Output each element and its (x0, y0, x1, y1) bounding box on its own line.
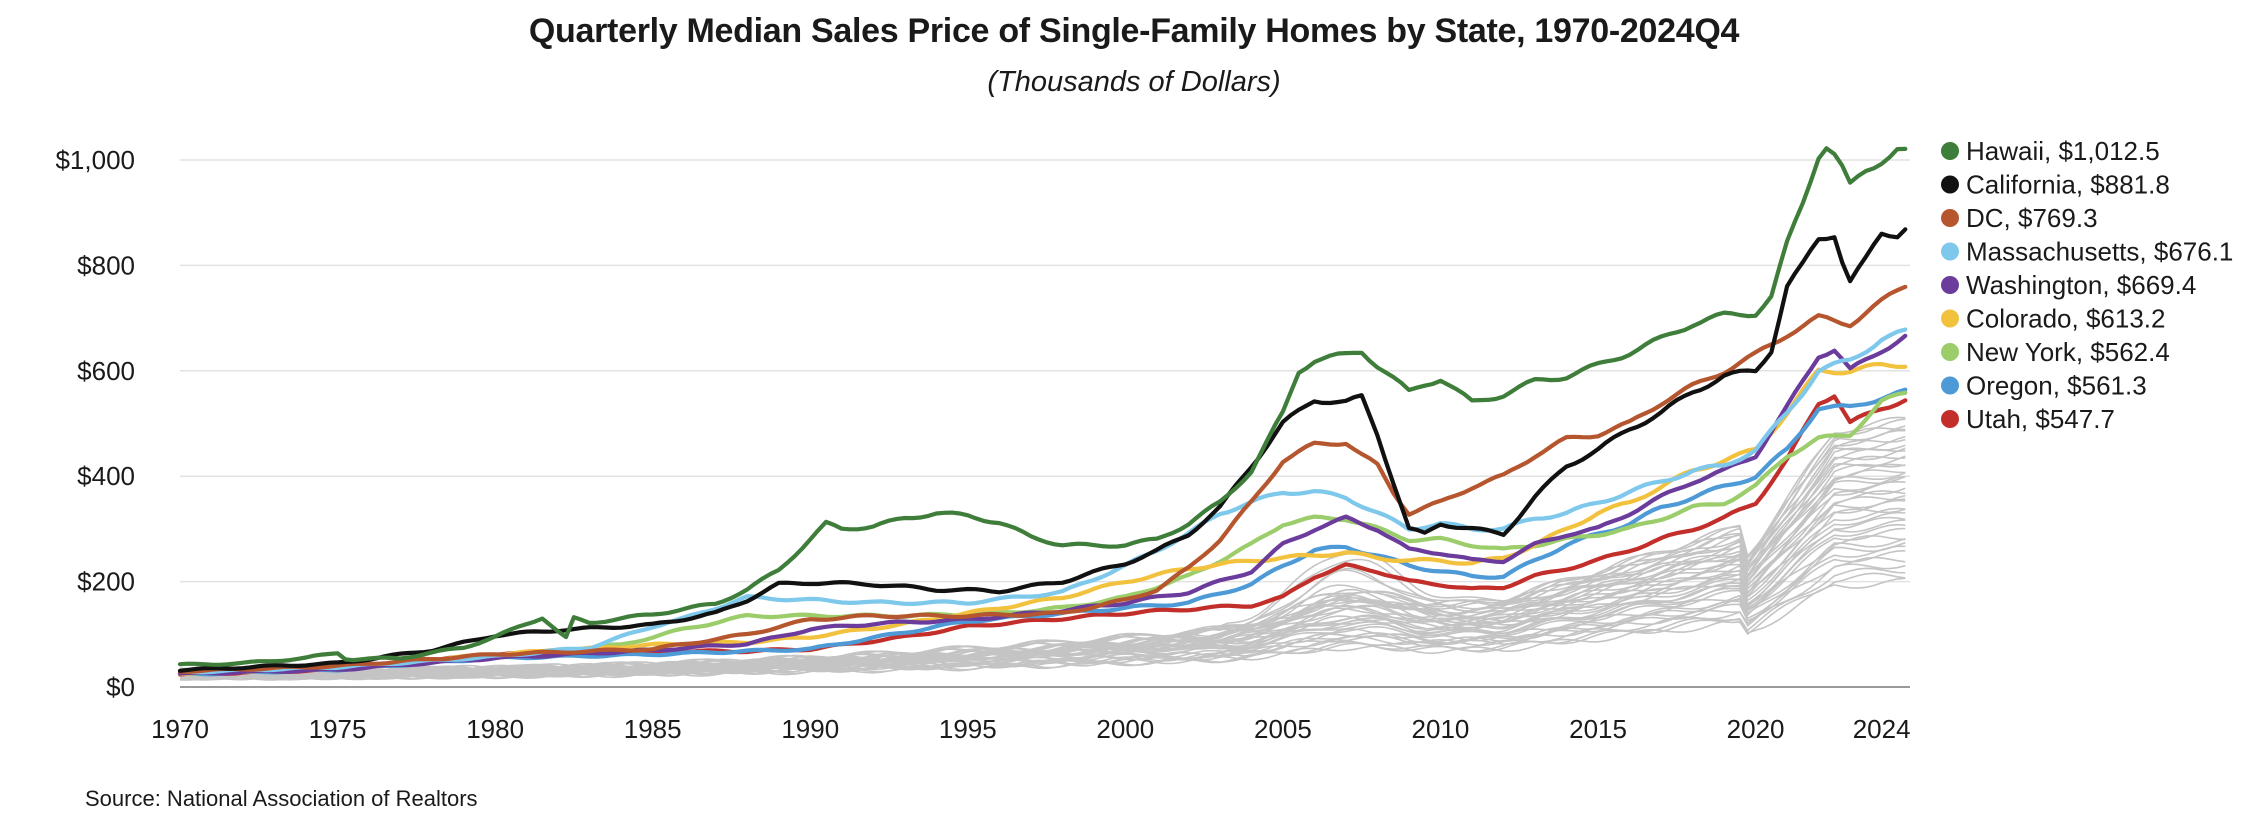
legend-item-oregon: Oregon, $561.3 (1941, 371, 2147, 401)
other-state-line (179, 429, 1906, 675)
legend-label: Oregon, $561.3 (1966, 371, 2147, 401)
axes: $0 $200 $400 $600 $800 $1,000 1970 1975 1980 1985… (55, 145, 1910, 744)
legend-label: Hawaii, $1,012.5 (1966, 136, 2160, 166)
legend: Hawaii, $1,012.5 California, $881.8DC, $7… (1941, 136, 2233, 434)
legend-label: New York, $562.4 (1966, 337, 2170, 367)
x-tick-label: 2015 (1569, 714, 1627, 744)
other-state-line (179, 425, 1906, 673)
legend-item-dc: DC, $769.3 (1941, 203, 2098, 233)
x-tick-label: 1975 (309, 714, 367, 744)
legend-label: DC, $769.3 (1966, 203, 2098, 233)
legend-label: Massachusetts, $676.1 (1966, 237, 2233, 267)
series-line-massachusetts (177, 327, 1908, 675)
series-line-washington (177, 333, 1908, 676)
legend-marker (1941, 209, 1959, 227)
y-tick-label: $0 (106, 672, 135, 702)
legend-marker (1941, 242, 1959, 261)
legend-item-utah: Utah, $547.7 (1941, 404, 2115, 434)
legend-marker (1941, 376, 1959, 395)
legend-marker (1941, 343, 1959, 361)
series-line-california (177, 227, 1908, 673)
legend-marker (1941, 276, 1959, 294)
legend-item-california: California, $881.8 (1941, 170, 2170, 200)
legend-label: Colorado, $613.2 (1966, 304, 2165, 334)
legend-item-colorado: Colorado, $613.2 (1941, 304, 2165, 334)
legend-item-hawaii: Hawaii, $1,012.5 (1941, 136, 2160, 166)
x-tick-label: 2024 (1853, 714, 1911, 744)
legend-marker (1941, 142, 1959, 160)
y-tick-label: $400 (77, 461, 135, 491)
x-tick-label: 2020 (1727, 714, 1785, 744)
chart-title: Quarterly Median Sales Price of Single-F… (528, 12, 1740, 50)
y-tick-label: $1,000 (55, 145, 135, 175)
series-line-hawaii (177, 146, 1908, 667)
chart-subtitle: (Thousands of Dollars) (987, 66, 1281, 98)
source-note: Source: National Association of Realtors (85, 786, 478, 811)
legend-label: Utah, $547.7 (1966, 404, 2115, 434)
legend-marker (1941, 410, 1959, 428)
y-tick-label: $200 (77, 567, 135, 597)
legend-marker (1941, 309, 1959, 328)
legend-item-massachusetts: Massachusetts, $676.1 (1941, 237, 2233, 267)
x-tick-label: 1995 (939, 714, 997, 744)
x-tick-label: 2005 (1254, 714, 1312, 744)
x-tick-label: 1990 (781, 714, 839, 744)
y-tick-label: $800 (77, 250, 135, 280)
other-states-series (179, 416, 1906, 681)
gridlines (180, 159, 1910, 688)
highlighted-series (177, 146, 1908, 677)
legend-label: Washington, $669.4 (1966, 270, 2196, 300)
other-state-line (179, 416, 1906, 677)
series-line-dc (177, 284, 1908, 674)
x-tick-label: 2000 (1096, 714, 1154, 744)
x-tick-label: 1970 (151, 714, 209, 744)
y-tick-label: $600 (77, 356, 135, 386)
legend-item-washington: Washington, $669.4 (1941, 270, 2196, 300)
x-tick-label: 1985 (624, 714, 682, 744)
legend-label: California, $881.8 (1966, 170, 2170, 200)
legend-marker (1941, 175, 1959, 194)
x-tick-label: 1980 (466, 714, 524, 744)
x-tick-label: 2010 (1412, 714, 1470, 744)
legend-item-new-york: New York, $562.4 (1941, 337, 2170, 367)
other-state-line (179, 418, 1906, 674)
